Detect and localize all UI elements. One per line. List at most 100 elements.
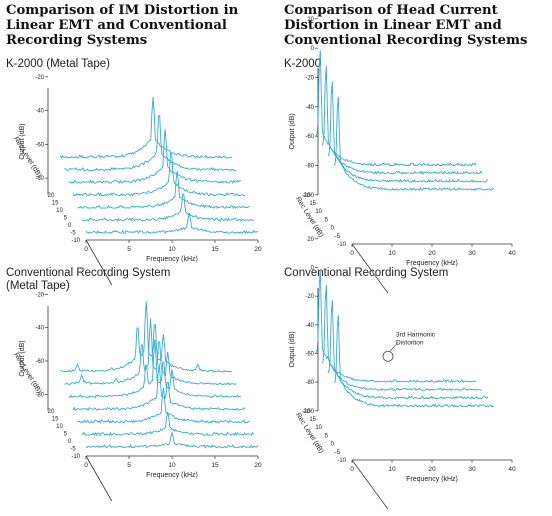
y-tick-label-hc-emt: -100: [302, 193, 315, 199]
trace-hc-conv-level-10: [327, 300, 489, 400]
z-tick-label-im-conv: 0: [68, 439, 72, 445]
x-tick-label-hc-conv: 0: [350, 466, 354, 473]
z-tick-label-hc-emt: 15: [309, 201, 316, 207]
x-tick-label-im-conv: 15: [211, 462, 219, 469]
depth-axis-im-conv: [85, 455, 113, 502]
y-tick-label-hc-conv: -100: [302, 409, 315, 415]
z-tick-label-hc-conv: 20: [303, 409, 310, 415]
trace-im-conv-level-0: [77, 387, 250, 424]
y-tick-label-hc-emt: -40: [305, 105, 314, 111]
z-tick-label-im-emt: -5: [70, 231, 76, 237]
y-tick-label-hc-emt: -80: [305, 163, 314, 169]
depth-axis-im-emt: [85, 239, 113, 286]
x-tick-label-im-emt: 10: [168, 246, 176, 253]
trace-hc-conv-level-15: [321, 284, 483, 392]
z-tick-label-im-emt: 15: [52, 201, 59, 207]
x-tick-label-hc-conv: 30: [468, 466, 476, 473]
trace-im-emt-level--5: [81, 193, 254, 222]
trace-im-emt-level-15: [64, 115, 237, 172]
x-axis-label-hc-conv: Frequency (kHz): [406, 476, 458, 483]
trace-im-conv-level-5: [72, 363, 246, 412]
x-tick-label-hc-emt: 0: [350, 250, 354, 257]
y-tick-label-hc-emt: 20: [307, 17, 314, 23]
x-tick-label-hc-emt: 40: [508, 250, 516, 257]
y-axis-label-hc-emt: Output (dB): [289, 113, 296, 149]
trace-hc-emt-level-20: [315, 50, 477, 167]
trace-im-emt-level--10: [85, 212, 259, 235]
x-tick-label-im-conv: 20: [254, 462, 262, 469]
subtitle-hc-emt: K-2000: [284, 58, 322, 70]
y-axis-label-im-emt: Output (dB): [19, 123, 26, 159]
trace-hc-emt-level-5: [333, 96, 495, 191]
z-tick-label-im-emt: 0: [68, 223, 72, 229]
x-tick-label-im-emt: 15: [211, 246, 219, 253]
y-tick-label-im-conv: -40: [35, 326, 44, 332]
depth-axis-hc-emt: [351, 243, 389, 294]
x-axis-label-im-conv: Frequency (kHz): [146, 472, 198, 479]
harmonic-annotation-leader: [389, 342, 399, 352]
harmonic-marker-circle: [382, 350, 394, 362]
x-tick-label-im-emt: 20: [254, 246, 262, 253]
y-tick-label-hc-conv: -40: [305, 323, 314, 329]
z-tick-label-hc-emt: 10: [315, 209, 322, 215]
y-tick-label-hc-conv: -20: [305, 294, 314, 300]
x-tick-label-im-conv: 10: [168, 462, 176, 469]
y-tick-label-hc-emt: -60: [305, 134, 314, 140]
z-tick-label-im-conv: 20: [48, 409, 55, 415]
right-title: Comparison of Head Current Distortion in…: [284, 3, 528, 48]
x-tick-label-hc-conv: 20: [428, 466, 436, 473]
trace-im-conv-level--10: [85, 431, 259, 449]
z-tick-label-hc-emt: 5: [325, 217, 329, 223]
y-tick-label-im-emt: -40: [35, 109, 44, 115]
y-tick-label-hc-conv: -80: [305, 380, 314, 386]
z-tick-label-hc-emt: -10: [337, 242, 346, 248]
subtitle-hc-conv: Conventional Recording System: [284, 267, 449, 279]
subtitle-im-conv: Conventional Recording System (Metal Tap…: [6, 267, 171, 292]
trace-hc-emt-level-10: [327, 81, 489, 183]
z-tick-label-hc-conv: -5: [335, 450, 341, 456]
z-tick-label-hc-emt: 0: [331, 226, 335, 232]
z-tick-label-hc-conv: 0: [331, 442, 335, 448]
y-tick-label-hc-conv: 0: [311, 265, 315, 271]
trace-im-conv-level-15: [64, 318, 237, 386]
left-title: Comparison of IM Distortion in Linear EM…: [6, 3, 239, 48]
x-tick-label-hc-emt: 10: [388, 250, 396, 257]
trace-hc-emt-level-15: [321, 65, 483, 175]
y-tick-label-im-emt: -80: [35, 176, 44, 182]
trace-im-conv-level-10: [68, 339, 242, 399]
z-tick-label-im-emt: 20: [48, 193, 55, 199]
y-tick-label-im-emt: -20: [35, 75, 44, 81]
z-tick-label-im-emt: 5: [64, 216, 68, 222]
subtitle-im-emt: K-2000 (Metal Tape): [6, 58, 110, 70]
trace-im-conv-level--5: [81, 411, 255, 437]
z-tick-label-im-conv: -10: [71, 454, 80, 460]
trace-hc-conv-level-5: [333, 315, 495, 408]
z-tick-label-im-conv: 5: [64, 432, 68, 438]
y-tick-label-hc-emt: -20: [305, 75, 314, 81]
y-axis-label-hc-conv: Output (dB): [289, 331, 296, 367]
trace-im-conv-level-20: [60, 300, 233, 373]
x-tick-label-hc-conv: 10: [388, 466, 396, 473]
y-tick-label-hc-conv: -60: [305, 351, 314, 357]
harmonic-annotation-label: 3rd Harmonic: [396, 331, 436, 338]
x-tick-label-im-emt: 5: [127, 246, 131, 253]
z-tick-label-hc-conv: -10: [337, 458, 346, 464]
trace-im-emt-level-5: [72, 152, 246, 197]
z-tick-label-hc-emt: 20: [303, 193, 310, 199]
x-axis-label-im-emt: Frequency (kHz): [146, 256, 198, 263]
z-tick-label-hc-emt: -5: [335, 234, 341, 240]
trace-im-emt-level-10: [68, 128, 241, 184]
y-tick-label-hc-conv: 20: [307, 237, 314, 243]
depth-axis-hc-conv: [351, 459, 389, 510]
trace-im-emt-level-0: [77, 170, 250, 210]
y-tick-label-im-emt: -60: [35, 142, 44, 148]
x-tick-label-im-conv: 0: [84, 462, 88, 469]
x-tick-label-hc-conv: 40: [508, 466, 516, 473]
x-tick-label-im-conv: 5: [127, 462, 131, 469]
harmonic-annotation-label: Distortion: [396, 339, 424, 346]
z-tick-label-im-emt: 10: [56, 208, 63, 214]
z-tick-label-hc-conv: 10: [315, 425, 322, 431]
trace-im-emt-level-20: [59, 96, 233, 159]
x-tick-label-hc-emt: 30: [468, 250, 476, 257]
